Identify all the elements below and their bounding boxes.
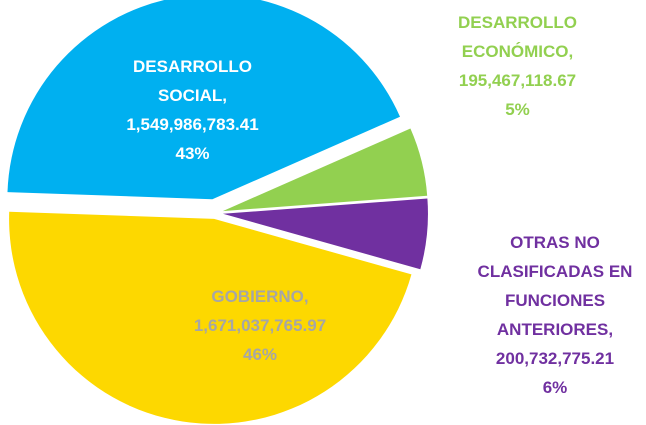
label-percent: 43% [175,144,210,163]
pie-slice [9,211,412,424]
label-name: OTRAS NO CLASIFICADAS EN FUNCIONES ANTER… [477,233,633,339]
label-value: 1,671,037,765.97 [193,316,327,335]
slice-label: DESARROLLO SOCIAL, 1,549,986,783.41 43% [110,52,275,168]
label-name: DESARROLLO ECONÓMICO, [458,13,577,61]
slice-label: OTRAS NO CLASIFICADAS EN FUNCIONES ANTER… [465,228,645,402]
pie-slice [7,0,401,200]
label-percent: 46% [242,345,278,364]
label-name: DESARROLLO SOCIAL, [133,57,252,105]
label-name: GOBIERNO, [211,287,309,306]
pie-slice [222,128,428,212]
label-value: 195,467,118.67 [458,71,577,90]
slice-label: GOBIERNO, 1,671,037,765.97 46% [160,282,360,369]
label-percent: 5% [505,100,530,119]
slice-label: DESARROLLO ECONÓMICO, 195,467,118.67 5% [445,8,590,124]
pie-slice [222,198,428,270]
label-percent: 6% [542,378,568,397]
label-value: 200,732,775.21 [495,349,615,368]
label-value: 1,549,986,783.41 [126,115,259,134]
